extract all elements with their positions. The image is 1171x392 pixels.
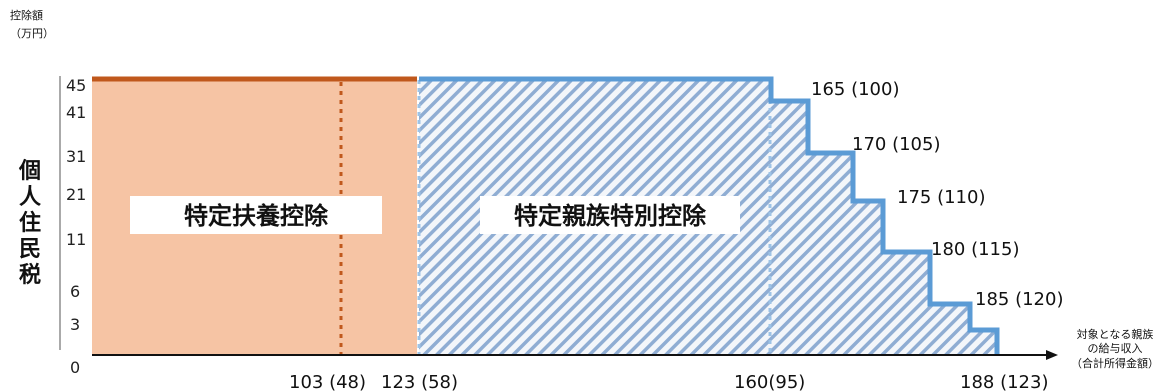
- step-label: 165 (100): [811, 79, 899, 100]
- x-tick-label: 160(95): [734, 372, 805, 392]
- y-tick-label: 31: [66, 147, 86, 166]
- step-label: 170 (105): [852, 134, 940, 155]
- y-tick-label: 6: [70, 282, 80, 301]
- x-tick-label: 188 (123): [960, 372, 1048, 392]
- y-tick-label: 41: [66, 103, 86, 122]
- step-label: 175 (110): [897, 187, 985, 208]
- y-tick-label: 3: [70, 315, 80, 334]
- x-axis-arrow: [1046, 350, 1058, 360]
- region-label-box-1: [130, 196, 382, 234]
- region-label-specific-dependent: 特定扶養控除: [184, 202, 329, 230]
- vertical-label-char: 住: [19, 210, 41, 236]
- y-tick-label: 45: [66, 76, 86, 95]
- x-tick-label: 103 (48): [289, 372, 366, 392]
- y-axis-unit: （万円）: [10, 27, 54, 40]
- specific-relative-line: [419, 76, 1000, 355]
- y-tick-label: 11: [66, 230, 86, 249]
- step-label: 185 (120): [975, 289, 1063, 310]
- y-axis-title: 控除額: [10, 8, 43, 22]
- vertical-label-char: 税: [19, 262, 41, 288]
- vertical-label-char: 人: [19, 185, 41, 210]
- y-tick-label-zero: 0: [70, 358, 80, 377]
- x-axis-caption-line-2: の給与収入: [1088, 341, 1143, 355]
- region-label-box-2: [480, 196, 740, 234]
- y-tick-label: 21: [66, 185, 86, 204]
- x-axis-caption-line-1: 対象となる親族: [1077, 327, 1154, 341]
- x-tick-label: 123 (58): [381, 372, 458, 392]
- x-axis-caption-line-3: （合計所得金額）: [1071, 356, 1159, 370]
- region-label-specific-relative: 特定親族特別控除: [514, 202, 707, 230]
- vertical-label-char: 民: [19, 237, 41, 262]
- vertical-label-char: 個: [18, 159, 41, 184]
- step-label: 180 (115): [931, 239, 1019, 260]
